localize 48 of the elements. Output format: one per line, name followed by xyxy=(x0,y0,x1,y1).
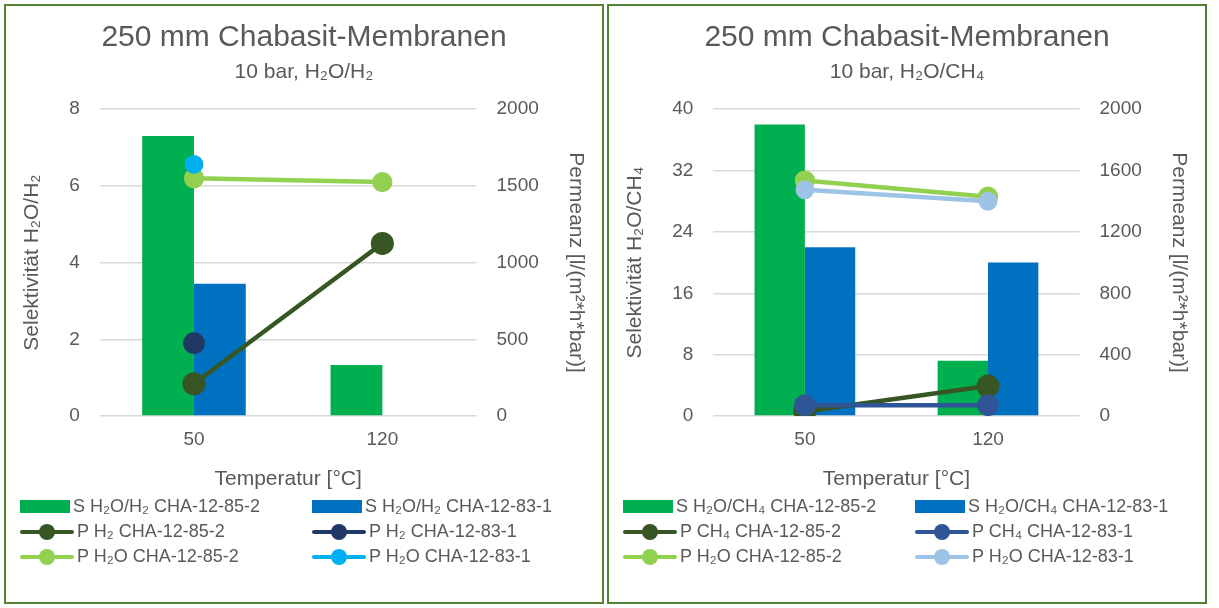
y2-tick-label: 0 xyxy=(1099,404,1111,426)
legend-label: P CH₄ CHA-12-83-1 xyxy=(972,521,1134,542)
legend-label: P H₂O CHA-12-85-2 xyxy=(77,546,239,567)
y-tick-label: 4 xyxy=(69,250,81,272)
chart-title: 250 mm Chabasit-Membranen xyxy=(101,19,507,53)
y-tick-label: 2 xyxy=(69,327,80,349)
legend-label: P H₂O CHA-12-83-1 xyxy=(972,546,1134,567)
y2-tick-label: 400 xyxy=(1099,342,1132,364)
y-tick-label: 32 xyxy=(672,158,694,180)
legend-label: P H₂ CHA-12-85-2 xyxy=(77,521,225,542)
y-axis-title: Selektivität H₂O/CH₄ xyxy=(622,166,646,359)
legend-label: P CH₄ CHA-12-85-2 xyxy=(680,521,842,542)
chart-title: 250 mm Chabasit-Membranen xyxy=(704,19,1110,53)
legend-label: S H₂O/H₂ CHA-12-83-1 xyxy=(365,496,553,517)
x-tick-label: 50 xyxy=(183,427,205,449)
y2-tick-label: 500 xyxy=(496,327,529,349)
legend-label: S H₂O/H₂ CHA-12-85-2 xyxy=(73,496,261,517)
y-tick-label: 40 xyxy=(672,97,694,119)
y2-tick-label: 1000 xyxy=(496,250,539,272)
x-tick-label: 50 xyxy=(794,427,816,449)
legend-label: P H₂ CHA-12-83-1 xyxy=(369,521,517,542)
y-tick-label: 8 xyxy=(69,97,80,119)
legend-label: P H₂O CHA-12-83-1 xyxy=(369,546,531,567)
chart-subtitle: 10 bar, H₂O/H₂ xyxy=(234,59,374,83)
x-tick-label: 120 xyxy=(366,427,399,449)
x-tick-label: 120 xyxy=(972,427,1004,449)
y-tick-label: 0 xyxy=(69,404,80,426)
y2-tick-label: 1600 xyxy=(1099,158,1142,180)
chart-subtitle: 10 bar, H₂O/CH₄ xyxy=(829,59,985,83)
x-axis-title: Temperatur [°C] xyxy=(822,466,971,490)
y-axis-title: Selektivität H₂O/H₂ xyxy=(19,174,43,351)
y-tick-label: 24 xyxy=(672,220,694,242)
y-tick-label: 16 xyxy=(672,281,694,303)
y2-tick-label: 800 xyxy=(1099,281,1132,303)
y-tick-label: 0 xyxy=(682,404,694,426)
y2-tick-label: 0 xyxy=(496,404,508,426)
y-tick-label: 6 xyxy=(69,174,80,196)
legend-label: S H₂O/CH₄ CHA-12-83-1 xyxy=(968,496,1169,517)
y2-tick-label: 2000 xyxy=(1099,97,1142,119)
y2-axis-title: Permeanz [l/(m²*h*bar)] xyxy=(565,152,589,373)
x-axis-title: Temperatur [°C] xyxy=(214,466,362,490)
y2-tick-label: 2000 xyxy=(496,97,539,119)
y2-axis-title: Permeanz [l/(m²*h*bar)] xyxy=(1168,152,1192,373)
legend-label: P H₂O CHA-12-85-2 xyxy=(680,546,842,567)
legend-label: S H₂O/CH₄ CHA-12-85-2 xyxy=(676,496,877,517)
y2-tick-label: 1200 xyxy=(1099,220,1142,242)
y2-tick-label: 1500 xyxy=(496,174,539,196)
y-tick-label: 8 xyxy=(682,342,694,364)
